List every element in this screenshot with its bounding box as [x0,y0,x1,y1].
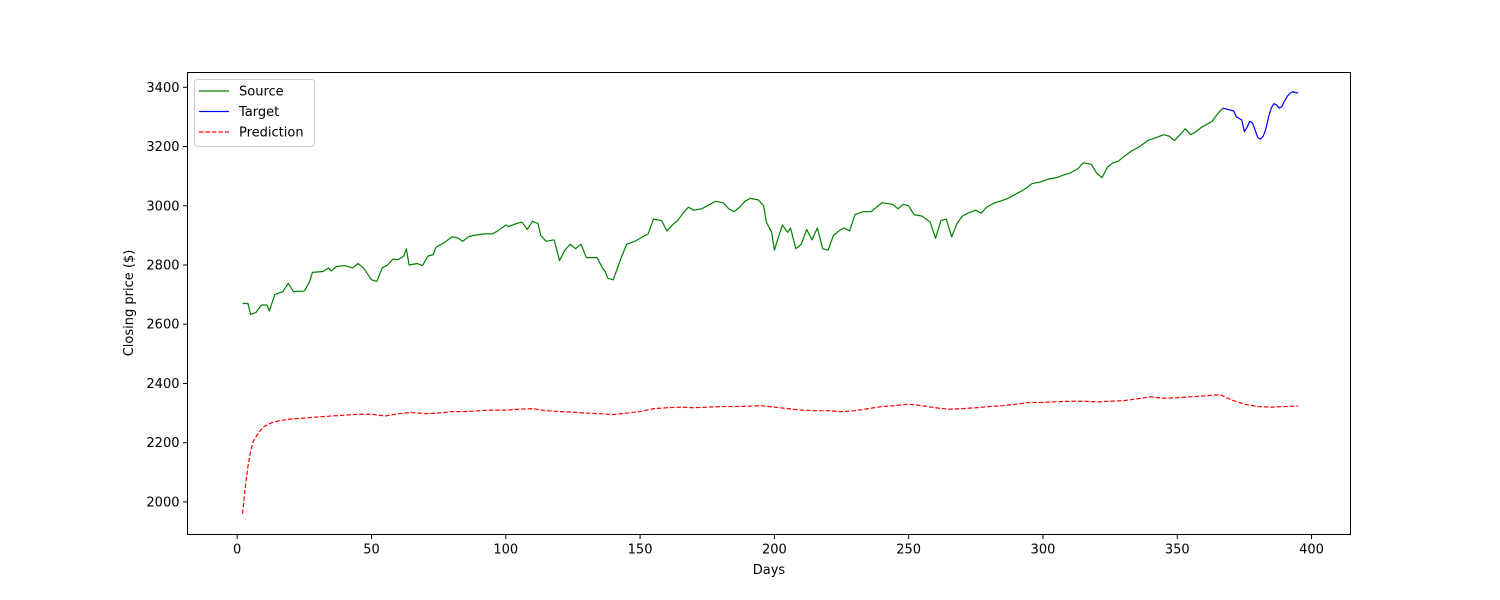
y-tick-label: 3000 [146,199,179,214]
x-tick-label: 50 [363,543,380,558]
x-tick-label: 250 [896,543,921,558]
x-tick-label: 300 [1031,543,1056,558]
y-tick-label: 2600 [146,318,179,333]
legend: Source Target Prediction [194,79,315,147]
series-line-prediction [241,394,1299,514]
legend-label-source: Source [239,85,284,100]
x-tick-label: 150 [628,543,653,558]
legend-label-prediction: Prediction [239,126,304,141]
y-tick-label: 2800 [146,259,179,274]
x-axis-label: Days [753,563,786,578]
y-tick-label: 2000 [146,495,179,510]
plot-frame [187,72,1351,535]
x-tick-label: 200 [762,543,787,558]
y-axis: 2000 2200 2400 2600 2800 3000 3200 3400 [146,81,188,510]
series-line-source [242,107,1224,316]
plot-lines [241,91,1299,514]
legend-box [194,79,315,147]
x-tick-label: 400 [1299,543,1324,558]
series-line-target [1222,91,1299,140]
x-tick-label: 350 [1165,543,1190,558]
y-tick-label: 3200 [146,140,179,155]
x-tick-label: 100 [493,543,518,558]
y-axis-label: Closing price ($) [122,250,137,357]
y-tick-label: 3400 [146,81,179,96]
x-tick-label: 0 [233,543,241,558]
y-tick-label: 2200 [146,436,179,451]
x-axis: 0 50 100 150 200 250 300 350 400 [233,534,1324,558]
legend-label-target: Target [238,105,279,120]
y-tick-label: 2400 [146,377,179,392]
